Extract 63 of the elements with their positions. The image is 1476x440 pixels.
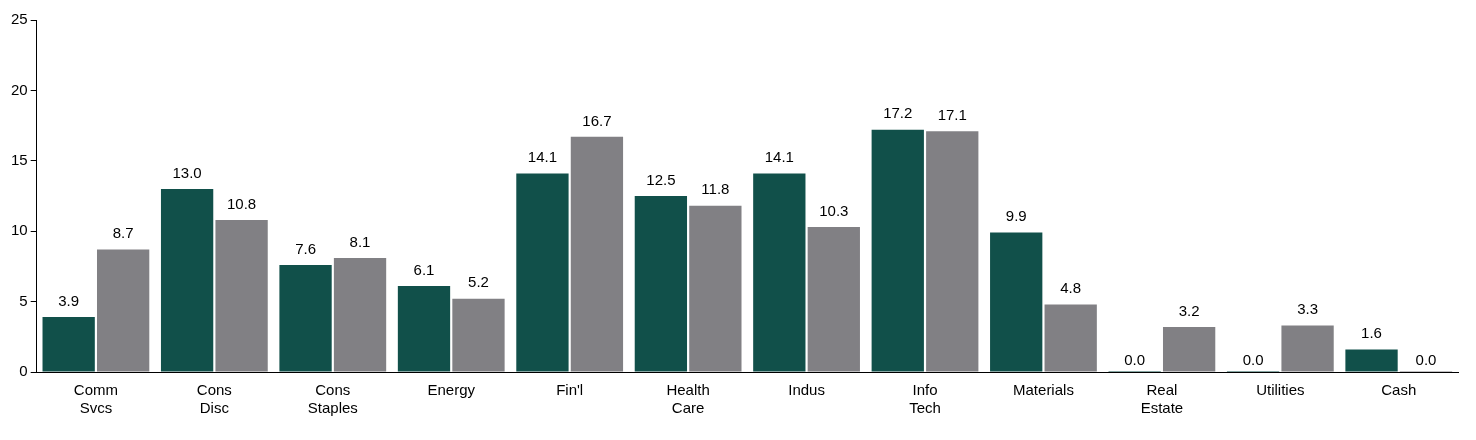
bar [990, 232, 1043, 372]
x-tick-label: Cons Disc [196, 381, 232, 417]
bar [279, 264, 332, 372]
data-label: 12.5 [646, 170, 676, 188]
x-tick-label: Materials [1013, 381, 1074, 399]
bar [634, 196, 688, 372]
y-tick-label: 20 [11, 80, 28, 98]
bar [570, 136, 624, 372]
bar [1162, 326, 1216, 372]
x-tick-label: Info Tech [909, 381, 941, 417]
bar [160, 188, 214, 372]
y-tick-label: 0 [19, 362, 28, 380]
data-label: 3.2 [1178, 301, 1200, 319]
x-tick-label: Real Estate [1140, 381, 1184, 417]
data-label: 0.0 [1242, 350, 1264, 368]
y-tick-label: 25 [11, 10, 28, 28]
x-tick-label: Comm Svcs [73, 381, 118, 417]
data-label: 3.9 [58, 291, 80, 309]
bar [1044, 304, 1097, 372]
bar [397, 286, 451, 372]
data-label: 5.2 [468, 273, 489, 291]
bar [42, 317, 95, 372]
data-label: 14.1 [764, 148, 794, 166]
x-tick-label: Indus [788, 381, 825, 399]
bar [689, 205, 742, 372]
data-label: 4.8 [1060, 279, 1082, 297]
bar [516, 173, 569, 372]
data-label: 6.1 [413, 260, 435, 278]
bar [753, 173, 806, 372]
y-tick-label: 5 [19, 291, 28, 309]
x-tick-label: Utilities [1256, 381, 1305, 399]
x-tick-label: Health Care [666, 381, 710, 417]
x-tick-label: Fin'l [556, 381, 584, 399]
data-label: 16.7 [582, 111, 612, 129]
y-tick-label: 10 [11, 221, 28, 239]
x-tick-label: Energy [427, 381, 476, 399]
y-tick-label: 15 [11, 150, 28, 168]
data-label: 0.0 [1415, 350, 1437, 368]
data-label: 13.0 [172, 163, 202, 181]
data-label: 8.1 [349, 232, 371, 250]
bar [333, 257, 387, 372]
data-label: 14.1 [527, 148, 558, 166]
bar [452, 298, 505, 372]
x-tick-label: Cons Staples [307, 381, 358, 417]
data-label: 10.8 [226, 194, 257, 212]
data-label: 8.7 [112, 224, 134, 242]
x-tick-label: Cash [1381, 381, 1417, 399]
bar [215, 219, 268, 372]
data-label: 0.0 [1124, 350, 1146, 368]
data-label: 1.6 [1361, 324, 1382, 342]
bar [871, 129, 924, 372]
data-label: 17.1 [937, 105, 967, 123]
bar [926, 131, 979, 372]
bar [1345, 349, 1398, 372]
bar [97, 249, 150, 372]
bar [807, 226, 860, 372]
data-label: 10.3 [819, 201, 849, 219]
data-label: 17.2 [883, 104, 913, 122]
bar [1281, 325, 1334, 372]
data-label: 11.8 [701, 180, 730, 198]
data-label: 3.3 [1297, 300, 1319, 318]
data-label: 7.6 [295, 239, 316, 257]
data-label: 9.9 [1005, 207, 1027, 225]
